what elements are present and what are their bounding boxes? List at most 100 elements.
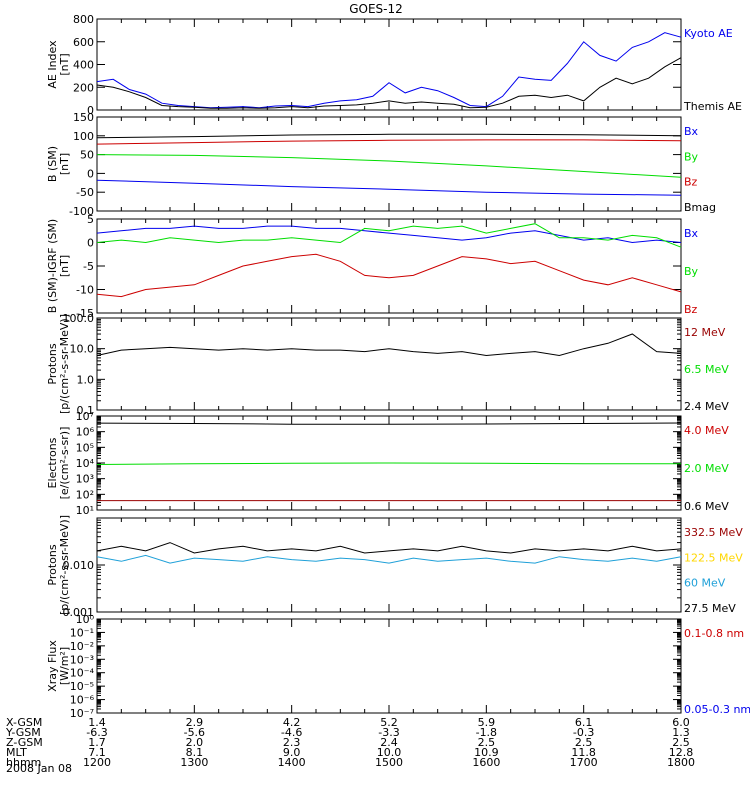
panel-bsm: -100 -50 0 50 100 150 B (SM) [nT] Bx By Bz Bmag (46, 111, 716, 218)
y-tick-label: 10⁻⁷ (70, 707, 94, 720)
y-axis-label: [nT] (58, 53, 71, 75)
y-tick-label: 10⁻¹ (70, 626, 94, 639)
panel-frame (96, 116, 682, 212)
y-tick-label: 150 (73, 111, 94, 124)
y-tick-label: 200 (73, 81, 94, 94)
series-line (96, 179, 682, 196)
y-tick-label: 10⁻⁵ (70, 680, 94, 693)
y-axis-label: AE Index (46, 40, 59, 89)
legend-entry: Bx (684, 227, 699, 240)
y-axis-label: Protons (46, 544, 59, 585)
legend-entry: 0.1-0.8 nm (684, 627, 744, 640)
y-axis-label: [p/(cm²-s-sr-MeV)] (58, 515, 71, 615)
legend-entry: Themis AE (683, 100, 742, 113)
legend-entry: 2.4 MeV (684, 400, 729, 413)
x-axis-value: 6.1 (575, 716, 593, 729)
y-tick-label: 600 (73, 36, 94, 49)
x-axis-value: -0.3 (573, 726, 594, 739)
x-axis-value: 1400 (278, 756, 306, 769)
x-axis-value: -6.3 (86, 726, 107, 739)
y-tick-label: -100 (69, 205, 94, 218)
plot-title: GOES-12 (349, 2, 403, 16)
y-axis-label: [nT] (58, 153, 71, 175)
y-axis-label: [nT] (58, 255, 71, 277)
y-tick-label: 100 (73, 130, 94, 143)
x-axis-value: 1600 (472, 756, 500, 769)
x-axis-value: 1800 (667, 756, 695, 769)
x-axis-value: 1500 (375, 756, 403, 769)
y-axis-label: [p/(cm²-s-sr-MeV)] (58, 314, 71, 414)
y-tick-label: -15 (76, 307, 94, 320)
series-line (96, 133, 682, 139)
series-line (96, 554, 682, 564)
x-axis-value: 1700 (570, 756, 598, 769)
x-axis-value: 1.4 (88, 716, 106, 729)
x-axis-value: 2.4 (380, 736, 398, 749)
date-label: 2008 Jan 08 (6, 762, 72, 775)
legend-entry: 60 MeV (684, 577, 726, 590)
y-tick-label: 0 (87, 237, 94, 250)
y-tick-label: 10⁵ (76, 441, 94, 454)
series-line (96, 422, 682, 425)
legend-entry: 2.0 MeV (684, 462, 729, 475)
y-tick-label: 10⁻⁴ (70, 667, 95, 680)
x-axis-value: 1.3 (672, 726, 690, 739)
series-line (96, 253, 682, 298)
legend-entry: 4.0 MeV (684, 424, 729, 437)
legend-entry: Kyoto AE (684, 27, 733, 40)
series-line (96, 223, 682, 248)
x-axis-row-label: hhmm (6, 756, 41, 769)
x-axis-value: 7.1 (88, 746, 106, 759)
y-axis-label: [e/(cm²-s-sr)] (58, 427, 71, 500)
y-tick-label: 10³ (76, 473, 94, 486)
y-tick-label: 10⁶ (76, 426, 95, 439)
x-axis-value: -3.3 (378, 726, 399, 739)
x-axis-value: 6.0 (672, 716, 690, 729)
y-tick-label: 0 (87, 104, 94, 117)
y-tick-label: -10 (76, 284, 94, 297)
legend-entry: Bz (684, 176, 698, 189)
x-axis-value: 2.5 (478, 736, 496, 749)
panel-frame (96, 618, 682, 714)
x-axis-value: -5.6 (184, 726, 205, 739)
x-axis-value: 2.5 (672, 736, 690, 749)
series-line (96, 139, 682, 145)
y-tick-label: 10⁴ (76, 457, 95, 470)
y-tick-label: 10⁻³ (70, 653, 94, 666)
legend-entry: Bx (684, 125, 699, 138)
series-line (96, 542, 682, 554)
x-axis-value: 2.3 (283, 736, 301, 749)
legend-entry: 6.5 MeV (684, 363, 729, 376)
panel-electrons: 10¹ 10² 10³ 10⁴ 10⁵ 10⁶ 10⁷ Electrons [e/(cm²-s-… (46, 410, 729, 517)
legend-entry: Bmag (684, 201, 716, 214)
x-axis-value: 5.2 (380, 716, 398, 729)
y-tick-label: 0 (87, 167, 94, 180)
x-axis-value: 9.0 (283, 746, 301, 759)
x-axis-value: -4.6 (281, 726, 302, 739)
x-axis-value: 11.8 (571, 746, 596, 759)
x-axis-value: 1.7 (88, 736, 106, 749)
y-tick-label: 10⁻⁶ (70, 694, 95, 707)
panel-bdiff: -15 -10 -5 0 5 B (SM)-IGRF (SM) [nT] Bx By Bz (46, 213, 699, 320)
x-axis-value: 5.9 (478, 716, 496, 729)
series-line (96, 32, 682, 109)
x-axis-value: 2.0 (186, 736, 204, 749)
legend-entry: 122.5 MeV (684, 551, 743, 564)
y-tick-label: 10¹ (76, 504, 94, 517)
y-tick-label: 50 (80, 149, 94, 162)
y-axis-label: B (SM) (46, 146, 59, 182)
panel-frame (96, 517, 682, 613)
panel-ae: 0 200 400 600 800 AE Index [nT] Kyoto AE Themis … (46, 13, 742, 117)
panel-protons_high: 0.001 0.010 Protons [p/(cm²-s-sr-MeV)] 332.5… (46, 515, 743, 619)
legend-entry: 12 MeV (684, 326, 726, 339)
y-axis-label: Xray Flux (46, 640, 59, 692)
y-axis-label: [W/m²] (58, 647, 71, 685)
y-tick-label: 10.0 (70, 343, 95, 356)
legend-entry: By (684, 265, 699, 278)
y-tick-label: 100.0 (63, 312, 95, 325)
y-tick-label: 800 (73, 13, 94, 26)
x-axis-value: 1300 (180, 756, 208, 769)
